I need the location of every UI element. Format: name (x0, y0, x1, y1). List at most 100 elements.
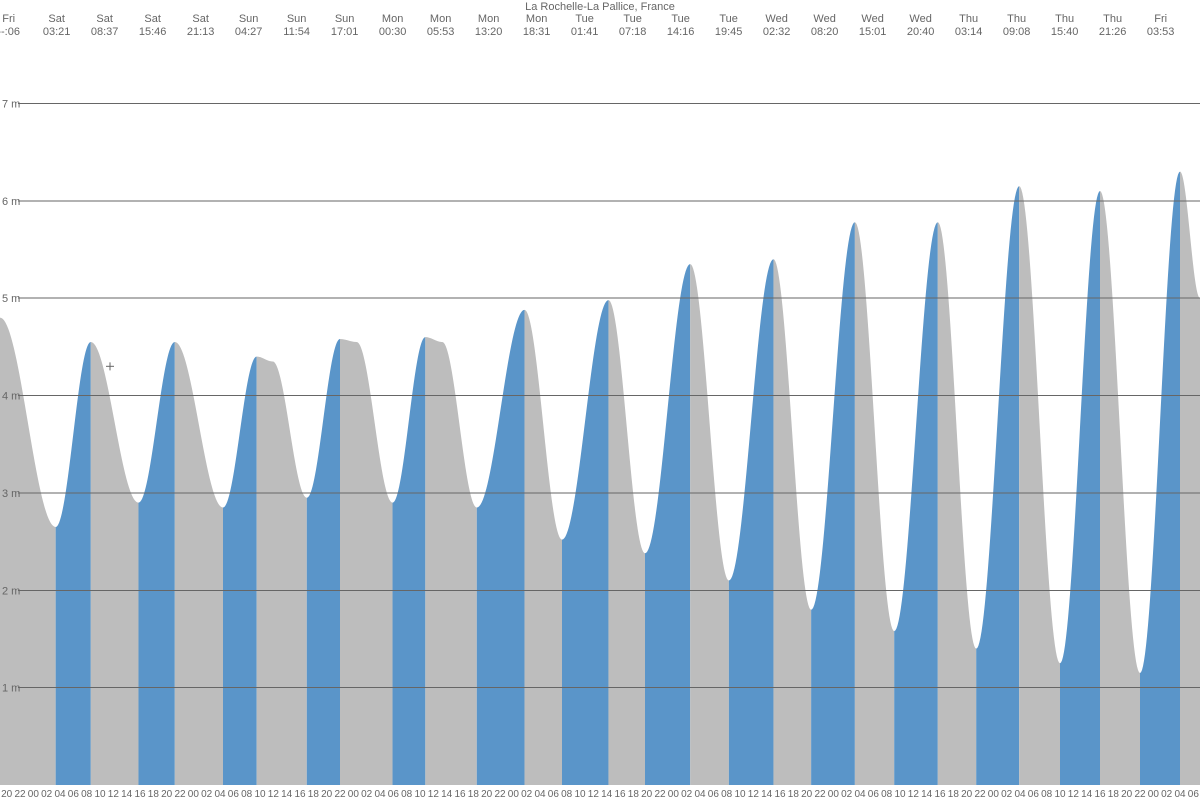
svg-text:Fri: Fri (1154, 13, 1167, 25)
svg-text:7 m: 7 m (2, 98, 20, 110)
svg-text:06: 06 (548, 789, 560, 800)
svg-text:02: 02 (1001, 789, 1013, 800)
tide-chart-svg: 1 m2 m3 m4 m5 m6 m7 mLa Rochelle-La Pall… (0, 0, 1200, 800)
svg-text:4 m: 4 m (2, 391, 20, 403)
svg-text:14: 14 (281, 789, 293, 800)
svg-text:14: 14 (441, 789, 453, 800)
svg-text:02: 02 (841, 789, 853, 800)
svg-text:18: 18 (308, 789, 320, 800)
svg-text:02: 02 (521, 789, 533, 800)
svg-text:10: 10 (254, 789, 266, 800)
svg-text:Sat: Sat (192, 13, 209, 25)
svg-text:04: 04 (54, 789, 66, 800)
svg-text:00: 00 (188, 789, 200, 800)
svg-text:18: 18 (1108, 789, 1120, 800)
svg-text:Sun: Sun (287, 13, 307, 25)
svg-text:18:31: 18:31 (523, 26, 551, 38)
svg-text:18: 18 (148, 789, 160, 800)
svg-text:Wed: Wed (765, 13, 787, 25)
svg-text:00: 00 (28, 789, 40, 800)
tide-chart: 1 m2 m3 m4 m5 m6 m7 mLa Rochelle-La Pall… (0, 0, 1200, 800)
svg-text:16: 16 (934, 789, 946, 800)
svg-text:11:54: 11:54 (283, 26, 310, 38)
svg-text:2 m: 2 m (2, 585, 20, 597)
svg-text:Wed: Wed (909, 13, 931, 25)
svg-text:07:18: 07:18 (619, 26, 647, 38)
svg-text:14: 14 (761, 789, 773, 800)
svg-text:20:40: 20:40 (907, 26, 935, 38)
svg-text:20: 20 (641, 789, 653, 800)
svg-text:14: 14 (121, 789, 133, 800)
svg-text:22: 22 (814, 789, 826, 800)
svg-text:16: 16 (454, 789, 466, 800)
svg-text:08: 08 (721, 789, 733, 800)
svg-text:Sun: Sun (335, 13, 355, 25)
svg-text:22: 22 (974, 789, 986, 800)
svg-text:Thu: Thu (1103, 13, 1122, 25)
svg-text:04: 04 (1014, 789, 1026, 800)
svg-text:08: 08 (401, 789, 413, 800)
svg-text:15:01: 15:01 (859, 26, 887, 38)
svg-text:08: 08 (561, 789, 573, 800)
svg-text:18: 18 (628, 789, 640, 800)
svg-text:12: 12 (428, 789, 440, 800)
svg-text:10: 10 (574, 789, 586, 800)
svg-text:3 m: 3 m (2, 488, 20, 500)
svg-text:Mon: Mon (526, 13, 547, 25)
svg-text:16: 16 (774, 789, 786, 800)
svg-text:00: 00 (668, 789, 680, 800)
svg-text:02: 02 (681, 789, 693, 800)
svg-text:00: 00 (508, 789, 520, 800)
svg-text:14: 14 (921, 789, 933, 800)
svg-text:19:45: 19:45 (715, 26, 743, 38)
svg-text:20: 20 (161, 789, 173, 800)
svg-text:22: 22 (14, 789, 26, 800)
svg-text:22: 22 (1134, 789, 1146, 800)
svg-text:05:53: 05:53 (427, 26, 455, 38)
svg-text:16: 16 (614, 789, 626, 800)
svg-text:22: 22 (334, 789, 346, 800)
svg-text:15:40: 15:40 (1051, 26, 1079, 38)
svg-text:12: 12 (588, 789, 600, 800)
svg-text:22: 22 (654, 789, 666, 800)
svg-text:00: 00 (348, 789, 360, 800)
svg-text:12: 12 (268, 789, 280, 800)
svg-text:Fri: Fri (2, 13, 15, 25)
svg-text:13:20: 13:20 (475, 26, 503, 38)
svg-text:Sat: Sat (96, 13, 113, 25)
svg-text:00: 00 (828, 789, 840, 800)
svg-text:Thu: Thu (1007, 13, 1026, 25)
svg-text:08:20: 08:20 (811, 26, 839, 38)
svg-text:04: 04 (694, 789, 706, 800)
svg-text:06: 06 (708, 789, 720, 800)
svg-text:Sun: Sun (239, 13, 259, 25)
svg-text:06: 06 (1188, 789, 1200, 800)
svg-text:06: 06 (68, 789, 80, 800)
svg-text:02: 02 (1161, 789, 1173, 800)
svg-text:16: 16 (294, 789, 306, 800)
svg-text:--:06: --:06 (0, 26, 20, 38)
svg-text:03:53: 03:53 (1147, 26, 1175, 38)
svg-text:14:16: 14:16 (667, 26, 695, 38)
svg-text:00:30: 00:30 (379, 26, 407, 38)
svg-text:16: 16 (134, 789, 146, 800)
svg-text:03:21: 03:21 (43, 26, 71, 38)
svg-text:Thu: Thu (1055, 13, 1074, 25)
svg-text:08: 08 (881, 789, 893, 800)
svg-text:10: 10 (1054, 789, 1066, 800)
svg-text:04: 04 (1174, 789, 1186, 800)
svg-text:20: 20 (1, 789, 13, 800)
svg-text:02:32: 02:32 (763, 26, 791, 38)
svg-text:04: 04 (374, 789, 386, 800)
svg-text:10: 10 (734, 789, 746, 800)
svg-text:Tue: Tue (671, 13, 690, 25)
svg-text:5 m: 5 m (2, 293, 20, 305)
svg-text:20: 20 (801, 789, 813, 800)
svg-text:04: 04 (214, 789, 226, 800)
svg-text:08: 08 (1041, 789, 1053, 800)
svg-text:06: 06 (388, 789, 400, 800)
svg-text:08:37: 08:37 (91, 26, 119, 38)
svg-text:Thu: Thu (959, 13, 978, 25)
svg-text:04: 04 (534, 789, 546, 800)
svg-text:12: 12 (748, 789, 760, 800)
